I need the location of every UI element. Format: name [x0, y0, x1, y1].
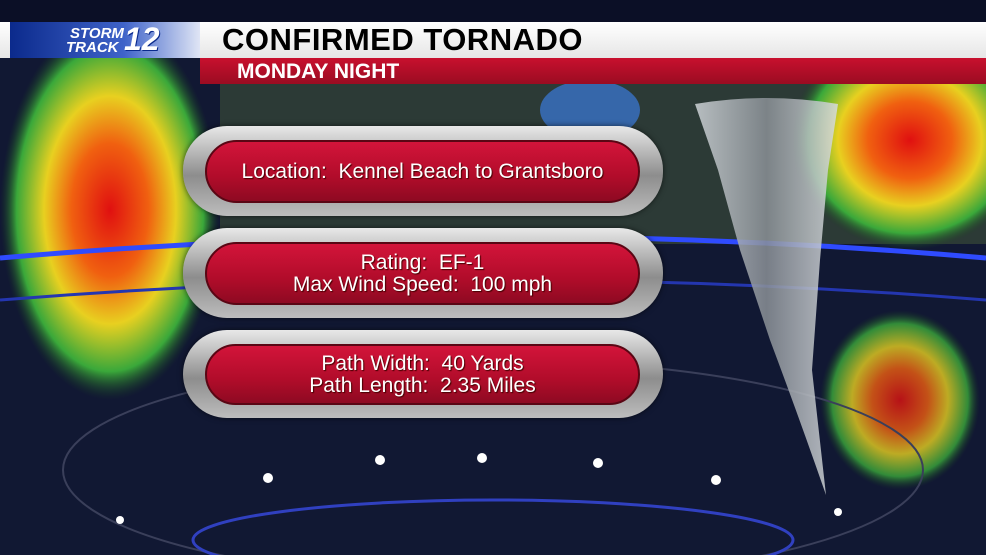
subtitle: MONDAY NIGHT	[237, 60, 400, 83]
panel-text: Rating: EF-1	[360, 250, 485, 274]
panel-body: Location: Kennel Beach to Grantsboro	[205, 140, 640, 203]
panel-text: Path Width: 40 Yards	[321, 351, 524, 375]
logo-text: TRACK	[66, 39, 119, 56]
title: CONFIRMED TORNADO	[222, 22, 583, 57]
subtitle-bar	[200, 58, 986, 84]
info-panel: Rating: EF-1 Max Wind Speed: 100 mph	[183, 228, 663, 318]
panel-body: Rating: EF-1 Max Wind Speed: 100 mph	[205, 242, 640, 305]
logo-number: 12	[124, 21, 160, 57]
panel-body: Path Width: 40 Yards Path Length: 2.35 Mi…	[205, 344, 640, 405]
panel-text: Max Wind Speed: 100 mph	[292, 272, 553, 296]
panel-text: Location: Kennel Beach to Grantsboro	[241, 159, 604, 183]
logo: STORM TRACK 12	[10, 22, 200, 58]
logo-text: STORM	[70, 25, 124, 42]
info-panel: Location: Kennel Beach to Grantsboro	[183, 126, 663, 216]
info-panel: Path Width: 40 Yards Path Length: 2.35 Mi…	[183, 330, 663, 418]
panel-text: Path Length: 2.35 Miles	[309, 373, 536, 397]
